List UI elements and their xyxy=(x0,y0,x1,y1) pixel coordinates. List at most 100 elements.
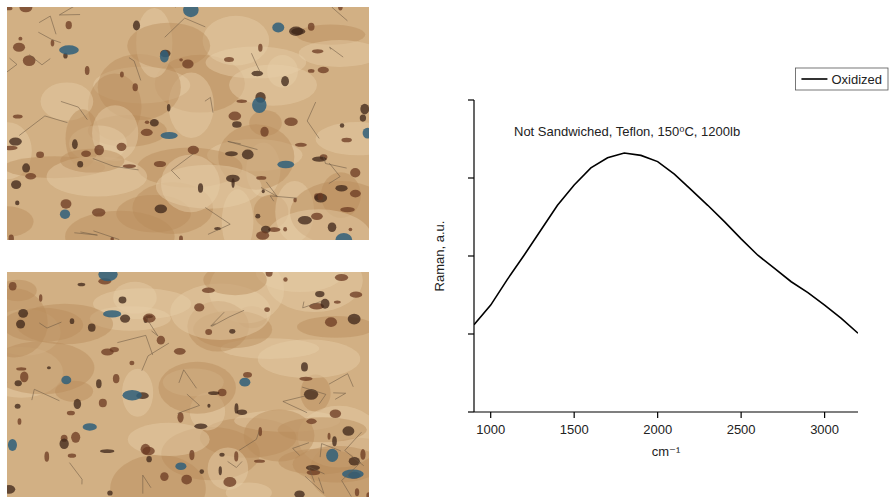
micrograph-spot xyxy=(78,283,86,286)
micrograph-spot xyxy=(284,117,297,125)
micrograph-shade xyxy=(299,40,369,67)
micrograph-spot xyxy=(308,69,315,73)
micrograph-spot xyxy=(283,277,287,281)
micrograph-spot xyxy=(129,361,134,366)
micrograph-shade xyxy=(127,23,210,69)
x-tick xyxy=(824,412,825,418)
x-axis-line xyxy=(474,411,858,412)
micrograph-crack xyxy=(205,208,230,235)
micrograph-spot xyxy=(155,204,167,213)
micrograph-spot xyxy=(23,55,36,66)
micrograph-spot xyxy=(81,151,91,158)
micrograph-shade xyxy=(316,122,369,155)
y-tick xyxy=(468,255,474,256)
micrograph-crack xyxy=(178,394,200,413)
y-tick xyxy=(468,99,474,100)
micrograph-spot xyxy=(9,282,17,291)
micrograph-spot xyxy=(182,59,193,68)
micrograph-shade xyxy=(128,423,210,456)
micrograph-crack xyxy=(29,55,50,65)
micrograph-crack xyxy=(129,58,141,81)
micrograph-shade xyxy=(110,455,206,497)
micrograph-spot xyxy=(141,129,153,136)
x-tick-label: 3000 xyxy=(810,422,839,437)
micrograph-spot xyxy=(332,436,337,446)
y-tick xyxy=(468,411,474,412)
micrograph-crack xyxy=(261,182,277,197)
micrograph-spot xyxy=(338,7,343,10)
micrograph-spot xyxy=(229,329,235,334)
micrograph-crack xyxy=(283,396,307,413)
micrograph-spot xyxy=(360,104,369,115)
micrograph-spot xyxy=(350,292,363,298)
micrograph-spot xyxy=(61,199,72,209)
micrograph-spot xyxy=(7,7,12,10)
micrograph-blue-spot xyxy=(160,50,169,62)
micrograph-spot xyxy=(256,231,269,239)
micrograph-crack xyxy=(7,58,17,82)
micrograph-crack xyxy=(305,476,324,493)
micrograph-spot xyxy=(88,323,96,331)
micrograph-spot xyxy=(18,37,22,41)
x-tick-label: 2000 xyxy=(643,422,672,437)
micrograph-crack xyxy=(205,97,213,112)
micrograph-spot xyxy=(181,475,192,485)
micrograph-crack xyxy=(74,232,97,235)
micrograph-spot xyxy=(237,410,247,415)
micrograph-spot xyxy=(328,222,337,232)
micrograph-crack xyxy=(143,475,151,494)
micrograph-spot xyxy=(113,374,120,383)
micrograph-spot xyxy=(255,214,260,219)
micrograph-blue-spot xyxy=(103,310,121,317)
y-tick xyxy=(468,333,474,334)
micrograph-spot xyxy=(199,469,204,474)
micrograph-spot xyxy=(291,28,305,35)
micrograph-blue-spot xyxy=(83,423,97,431)
micrograph-spot xyxy=(266,272,273,277)
micrograph-crack xyxy=(211,312,224,326)
micrograph-crack xyxy=(251,53,260,73)
micrograph-crack xyxy=(330,47,344,57)
micrograph-spot xyxy=(318,193,323,200)
micrograph-spot xyxy=(258,427,262,436)
micrograph-crack xyxy=(171,154,193,180)
micrograph-spot xyxy=(218,389,227,397)
micrograph-spot xyxy=(74,399,82,409)
micrograph-spot xyxy=(223,477,236,487)
micrograph-spot xyxy=(70,318,75,324)
micrograph-spot xyxy=(304,389,318,400)
micrograph-spot xyxy=(154,161,166,167)
micrograph-crack xyxy=(93,231,122,240)
micrograph-crack xyxy=(212,310,244,326)
legend-frame xyxy=(795,68,888,90)
micrograph-spot xyxy=(92,208,105,216)
micrograph-spot xyxy=(145,120,149,124)
micrograph-blue-spot xyxy=(326,449,338,462)
micrograph-spot xyxy=(51,40,55,47)
micrograph-spot xyxy=(179,235,183,240)
micrograph-spot xyxy=(262,189,265,193)
micrograph-spot xyxy=(100,449,114,453)
micrograph-spot xyxy=(25,173,36,179)
plot-area xyxy=(474,153,858,333)
micrograph-spot xyxy=(194,303,204,311)
micrograph-spot xyxy=(295,143,307,147)
micrograph-spot xyxy=(36,151,44,158)
micrograph-spot xyxy=(99,399,107,407)
micrograph-spot xyxy=(311,213,323,220)
micrograph-spot xyxy=(312,49,324,53)
micrograph-spot xyxy=(16,320,25,329)
x-tick xyxy=(490,412,491,418)
micrograph-crack xyxy=(131,7,176,8)
micrograph-shade xyxy=(16,304,113,345)
micrograph-crack xyxy=(345,432,364,466)
micrograph-spot xyxy=(202,288,215,293)
micrograph-blue-spot xyxy=(335,233,352,240)
micrograph-spot xyxy=(341,138,351,143)
micrograph-spot xyxy=(231,178,234,188)
micrograph-content xyxy=(7,272,369,497)
micrograph-spot xyxy=(224,57,234,62)
legend-label: Oxidized xyxy=(831,72,882,87)
micrograph-spot xyxy=(13,43,25,52)
micrograph-blue-spot xyxy=(61,376,71,385)
